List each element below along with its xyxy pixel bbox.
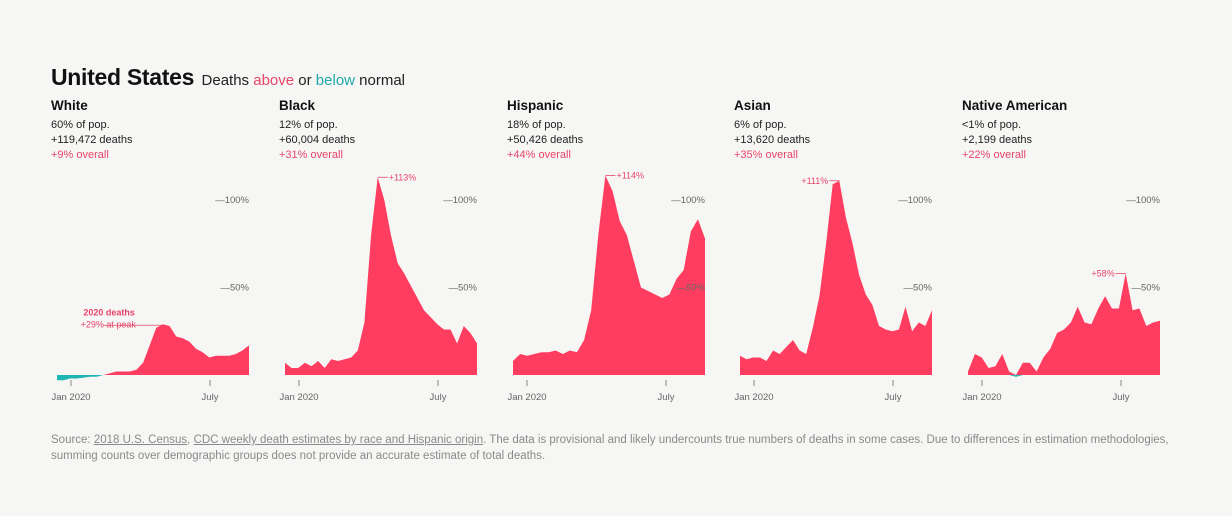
y-tick-label: —100%	[1126, 195, 1160, 206]
group-name: White	[51, 98, 88, 113]
group-name: Black	[279, 98, 316, 113]
overall-change: +31% overall	[279, 149, 343, 161]
page-title: United States	[51, 64, 195, 90]
census-link[interactable]: 2018 U.S. Census	[93, 434, 188, 446]
area-above-normal	[968, 273, 1160, 375]
x-tick-label: Jan 2020	[507, 392, 546, 403]
panel-asian: Asian 6% of pop. +13,620 deaths +35% ove…	[734, 98, 954, 163]
source-text: . The data is provisional and likely und…	[51, 434, 1169, 462]
annotation-value: +113%	[389, 172, 417, 182]
x-tick-label: Jan 2020	[51, 392, 90, 403]
annotation-value: +29% at peak	[81, 319, 137, 329]
pop-share: 18% of pop.	[507, 119, 566, 131]
area-below-normal	[968, 375, 1160, 377]
panel-white: White 60% of pop. +119,472 deaths +9% ov…	[51, 98, 271, 163]
x-tick-label: July	[658, 392, 675, 403]
excess-deaths: +60,004 deaths	[279, 134, 356, 146]
source-prefix: Source:	[51, 434, 94, 446]
area-above-normal	[513, 175, 705, 375]
overall-change: +35% overall	[734, 149, 798, 161]
overall-change: +9% overall	[51, 149, 109, 161]
area-above-normal	[285, 177, 477, 375]
area-below-normal	[57, 375, 249, 381]
subtitle-start: Deaths	[201, 72, 254, 89]
annotation-value: +58%	[1091, 269, 1114, 279]
overall-change: +44% overall	[507, 149, 571, 161]
excess-deaths: +2,199 deaths	[962, 134, 1033, 146]
x-tick-label: Jan 2020	[962, 392, 1001, 403]
y-tick-label: —50%	[1131, 283, 1160, 294]
x-tick-label: July	[1113, 392, 1130, 403]
chart-native-american: —100% —50% Jan 2020 July +58%	[962, 195, 1160, 403]
chart-hispanic: —100% —50% Jan 2020 July +114%	[507, 171, 705, 404]
y-tick-label: —100%	[898, 195, 932, 206]
y-tick-label: —50%	[903, 283, 932, 294]
subtitle-below: below	[315, 72, 355, 89]
y-tick-label: —100%	[671, 195, 705, 206]
page-subtitle: Deaths above or below normal	[202, 72, 406, 89]
group-name: Hispanic	[507, 98, 564, 113]
group-name: Native American	[962, 98, 1068, 113]
panel-hispanic: Hispanic 18% of pop. +50,426 deaths +44%…	[507, 98, 727, 163]
subtitle-above: above	[253, 72, 295, 89]
x-tick-label: Jan 2020	[734, 392, 773, 403]
chart-asian: —100% —50% Jan 2020 July +111%	[734, 176, 932, 403]
chart-header: United States Deaths above or below norm…	[51, 64, 405, 91]
subtitle-end: normal	[355, 72, 406, 89]
y-tick-label: —50%	[448, 283, 477, 294]
panel-black: Black 12% of pop. +60,004 deaths +31% ov…	[279, 98, 499, 163]
y-tick-label: —100%	[443, 195, 477, 206]
overall-change: +22% overall	[962, 149, 1026, 161]
pop-share: 60% of pop.	[51, 119, 110, 131]
cdc-link[interactable]: CDC weekly death estimates by race and H…	[193, 434, 484, 446]
panel-native-american: Native American <1% of pop. +2,199 death…	[962, 98, 1182, 163]
source-sep: ,	[187, 434, 194, 446]
subtitle-or: or	[294, 72, 316, 89]
source-note: Source: 2018 U.S. Census, CDC weekly dea…	[51, 433, 1181, 464]
x-tick-label: July	[202, 392, 219, 403]
annotation-value: +111%	[801, 176, 828, 186]
pop-share: <1% of pop.	[962, 119, 1022, 131]
pop-share: 6% of pop.	[734, 119, 787, 131]
annotation-value: +114%	[616, 171, 644, 181]
y-tick-label: —100%	[215, 195, 249, 206]
pop-share: 12% of pop.	[279, 119, 338, 131]
x-tick-label: July	[885, 392, 902, 403]
excess-deaths: +13,620 deaths	[734, 134, 811, 146]
excess-deaths: +50,426 deaths	[507, 134, 584, 146]
chart-black: —100% —50% Jan 2020 July +113%	[279, 172, 477, 403]
group-name: Asian	[734, 98, 771, 113]
x-tick-label: Jan 2020	[279, 392, 318, 403]
area-above-normal	[740, 180, 932, 375]
chart-white: —100% —50% Jan 2020 July 2020 deaths +29% at …	[51, 195, 249, 403]
x-tick-label: July	[430, 392, 447, 403]
y-tick-label: —50%	[220, 283, 249, 294]
excess-deaths: +119,472 deaths	[51, 134, 133, 146]
annotation-label: 2020 deaths	[83, 307, 135, 317]
y-tick-label: —50%	[676, 283, 705, 294]
area-above-normal	[57, 324, 249, 375]
